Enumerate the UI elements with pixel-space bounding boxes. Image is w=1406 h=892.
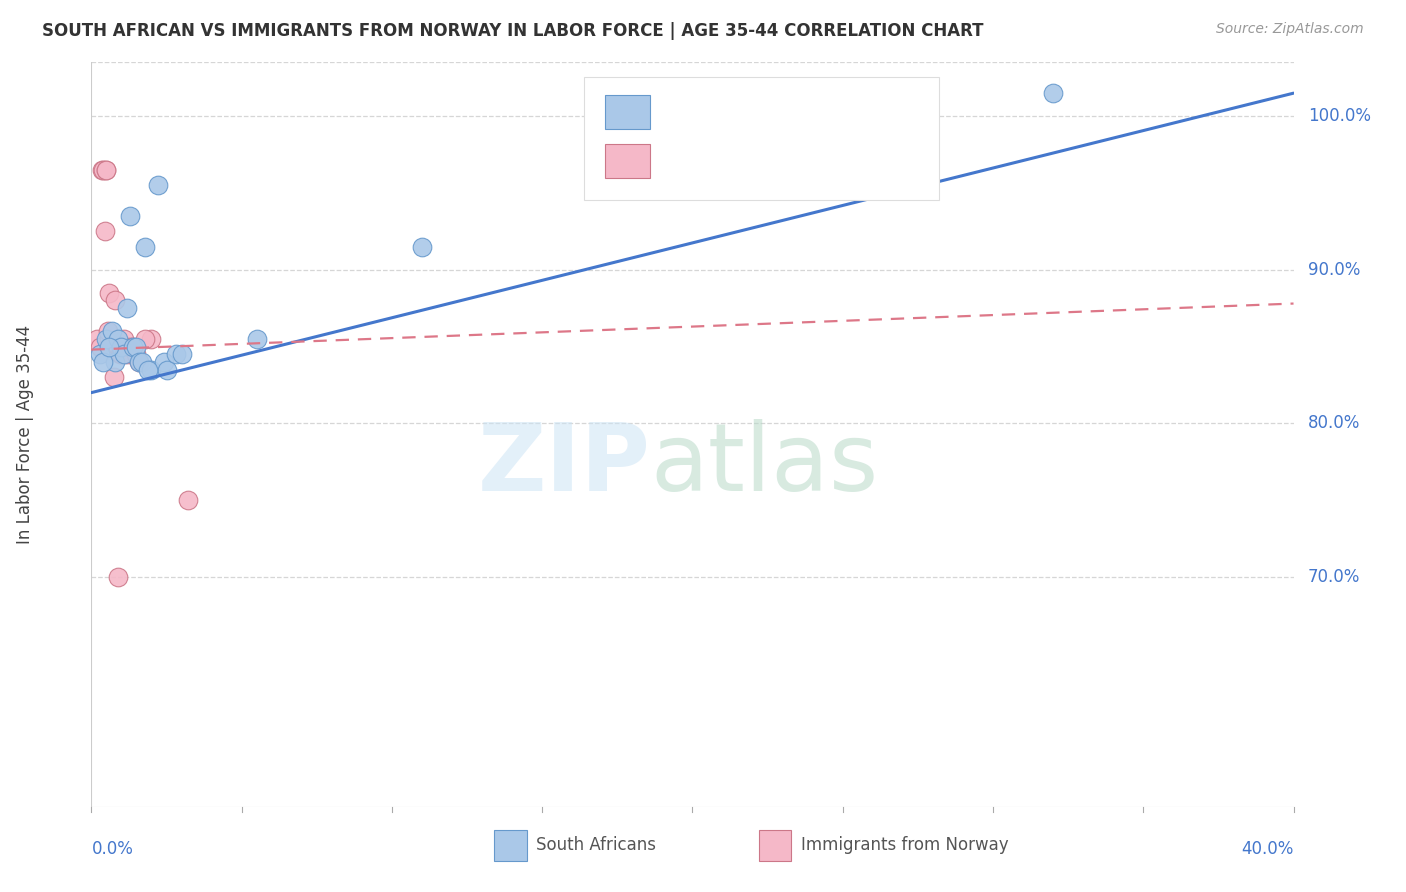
Point xyxy=(125,347,148,361)
Point xyxy=(108,347,131,361)
Bar xyxy=(605,95,651,129)
Point xyxy=(128,355,150,369)
Text: In Labor Force | Age 35-44: In Labor Force | Age 35-44 xyxy=(17,326,34,544)
Point xyxy=(86,332,108,346)
FancyBboxPatch shape xyxy=(585,78,939,200)
Point xyxy=(103,370,125,384)
Point xyxy=(125,340,148,354)
Point xyxy=(96,332,118,346)
Point xyxy=(114,332,136,346)
Text: 100.0%: 100.0% xyxy=(1308,107,1371,125)
Point xyxy=(120,340,142,354)
Text: R = 0.013: R = 0.013 xyxy=(662,150,761,169)
Point xyxy=(117,301,139,315)
Point xyxy=(110,340,132,354)
Text: SOUTH AFRICAN VS IMMIGRANTS FROM NORWAY IN LABOR FORCE | AGE 35-44 CORRELATION C: SOUTH AFRICAN VS IMMIGRANTS FROM NORWAY … xyxy=(42,22,984,40)
Text: 70.0%: 70.0% xyxy=(1308,568,1361,586)
Bar xyxy=(605,144,651,178)
Text: ZIP: ZIP xyxy=(478,418,651,510)
Text: 90.0%: 90.0% xyxy=(1308,260,1361,279)
Point xyxy=(131,355,153,369)
Point xyxy=(97,324,120,338)
Point xyxy=(411,240,433,254)
Text: atlas: atlas xyxy=(651,418,879,510)
Bar xyxy=(494,830,527,861)
Text: N = 26: N = 26 xyxy=(800,102,868,120)
Point xyxy=(138,362,160,376)
Point xyxy=(170,347,193,361)
Point xyxy=(141,362,163,376)
Point xyxy=(114,347,136,361)
Point xyxy=(107,340,129,354)
Text: R = 0.417: R = 0.417 xyxy=(662,102,761,120)
Point xyxy=(134,332,156,346)
Point xyxy=(246,332,269,346)
Point xyxy=(120,209,142,223)
Point xyxy=(1042,86,1064,100)
Point xyxy=(122,340,145,354)
Point xyxy=(98,332,121,346)
Point xyxy=(93,355,115,369)
Text: 0.0%: 0.0% xyxy=(91,840,134,858)
Point xyxy=(146,178,169,193)
Point xyxy=(98,285,121,300)
Text: N = 27: N = 27 xyxy=(800,150,868,169)
Point xyxy=(101,340,124,354)
Point xyxy=(128,355,150,369)
Point xyxy=(98,340,121,354)
Text: 40.0%: 40.0% xyxy=(1241,840,1294,858)
Text: South Africans: South Africans xyxy=(536,836,657,855)
Point xyxy=(104,355,127,369)
Point xyxy=(94,224,117,238)
Point xyxy=(107,332,129,346)
Point xyxy=(117,347,139,361)
Point xyxy=(110,340,132,354)
Text: Immigrants from Norway: Immigrants from Norway xyxy=(800,836,1008,855)
Point xyxy=(101,324,124,338)
Point xyxy=(104,293,127,308)
Text: 80.0%: 80.0% xyxy=(1308,414,1361,433)
Point xyxy=(89,340,111,354)
Point xyxy=(122,340,145,354)
Point xyxy=(176,493,198,508)
Bar xyxy=(759,830,792,861)
Point xyxy=(93,163,115,178)
Point xyxy=(90,163,112,178)
Point xyxy=(96,163,118,178)
Point xyxy=(141,332,163,346)
Point xyxy=(89,347,111,361)
Point xyxy=(155,362,177,376)
Text: Source: ZipAtlas.com: Source: ZipAtlas.com xyxy=(1216,22,1364,37)
Point xyxy=(110,347,132,361)
Point xyxy=(152,355,174,369)
Point xyxy=(165,347,187,361)
Point xyxy=(134,240,156,254)
Point xyxy=(107,570,129,584)
Point xyxy=(96,163,118,178)
